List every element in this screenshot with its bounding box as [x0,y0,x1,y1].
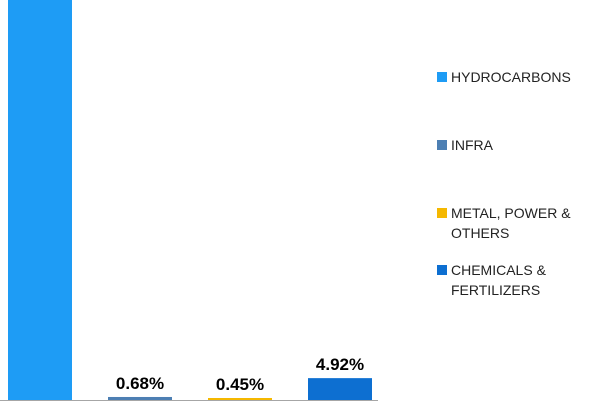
plot: 0.68% 0.45% 4.92% [0,0,378,401]
legend-swatch [437,208,447,218]
bar [308,378,372,400]
legend-label: HYDROCARBONS [451,69,571,85]
legend-item: INFRA [437,135,596,155]
data-label: 0.45% [216,375,264,394]
legend-label: METAL, POWER & OTHERS [451,205,571,241]
legend-label: CHEMICALS & FERTILIZERS [451,262,546,298]
bar [208,398,272,400]
legend-label: INFRA [451,137,493,153]
legend-swatch [437,140,447,150]
data-label: 4.92% [316,355,364,374]
legend-item: CHEMICALS & FERTILIZERS [437,260,596,300]
legend-swatch [437,72,447,82]
bar [108,396,172,400]
legend-swatch [437,265,447,275]
legend-item: METAL, POWER & OTHERS [437,203,596,243]
legend-item: HYDROCARBONS [437,67,596,87]
data-label: 0.68% [116,374,164,393]
bar [8,0,72,400]
